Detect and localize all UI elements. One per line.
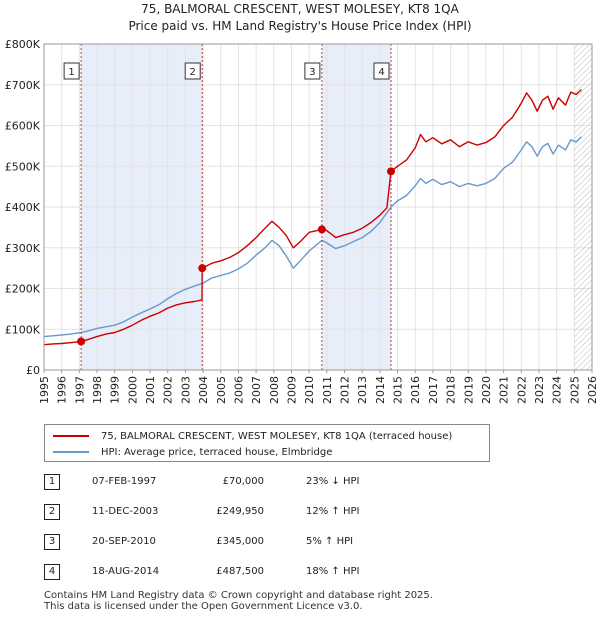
plot-frame: [43, 43, 593, 371]
transaction-dot: [77, 337, 86, 346]
future-region: [574, 44, 592, 370]
footer: Contains HM Land Registry data © Crown c…: [44, 590, 433, 612]
series-lines: [43, 89, 582, 346]
transaction-price: £487,500: [216, 566, 264, 577]
x-tick-label: 1997: [73, 376, 86, 404]
y-tick-label: £400K: [5, 201, 41, 214]
legend-label-hpi: HPI: Average price, terraced house, Elmb…: [101, 446, 333, 458]
x-tick-label: 2009: [285, 376, 298, 404]
x-tick-label: 2006: [232, 376, 245, 404]
x-tick-label: 2019: [462, 376, 475, 404]
legend-label-property: 75, BALMORAL CRESCENT, WEST MOLESEY, KT8…: [101, 430, 453, 442]
legend-item-hpi: HPI: Average price, terraced house, Elmb…: [53, 445, 332, 459]
chart-subtitle: Price paid vs. HM Land Registry's House …: [128, 19, 471, 33]
x-tick-label: 2002: [162, 376, 175, 404]
x-tick-label: 2007: [250, 376, 263, 404]
x-tick-label: 2026: [586, 376, 599, 404]
table-row: 4 18-AUG-2014 £487,500 18% ↑ HPI: [44, 564, 564, 582]
marker-label: 4: [378, 67, 384, 78]
x-tick-label: 2015: [392, 376, 405, 404]
marker-label: 1: [68, 67, 74, 78]
transaction-number: 4: [44, 564, 60, 580]
x-tick-label: 2017: [427, 376, 440, 404]
x-tick-label: 2008: [268, 376, 281, 404]
y-tick-label: £200K: [5, 283, 41, 296]
transaction-hpi-diff: 5% ↑ HPI: [306, 536, 354, 547]
hpi-line: [43, 136, 582, 338]
y-tick-label: £500K: [5, 160, 41, 173]
x-tick-label: 2004: [197, 376, 210, 404]
marker-label-box: [63, 62, 80, 80]
property-price-line: [43, 89, 582, 346]
x-tick-label: 2021: [498, 376, 511, 404]
transaction-date: 11-DEC-2003: [92, 506, 159, 517]
y-tick-label: £600K: [5, 120, 41, 133]
x-tick-label: 2016: [409, 376, 422, 404]
transaction-number: 2: [44, 504, 60, 520]
transaction-dot: [198, 264, 207, 273]
transaction-number: 3: [44, 534, 60, 550]
transaction-dot: [387, 167, 396, 176]
x-tick-label: 1996: [56, 376, 69, 404]
x-tick-label: 2018: [445, 376, 458, 404]
transaction-price: £345,000: [216, 536, 264, 547]
transaction-price: £70,000: [222, 476, 264, 487]
table-row: 3 20-SEP-2010 £345,000 5% ↑ HPI: [44, 534, 564, 552]
transaction-dot: [317, 225, 326, 234]
marker-label: 3: [309, 67, 315, 78]
marker-label: 2: [190, 67, 196, 78]
marker-label-box: [373, 62, 390, 80]
legend-swatch-hpi: [53, 451, 89, 453]
y-tick-label: £100K: [5, 323, 41, 336]
x-tick-label: 2020: [480, 376, 493, 404]
chart-title: 75, BALMORAL CRESCENT, WEST MOLESEY, KT8…: [141, 2, 459, 16]
footer-licence: This data is licensed under the Open Gov…: [44, 601, 363, 612]
marker-label-box: [304, 62, 321, 80]
x-tick-label: 1995: [38, 376, 51, 404]
transaction-hpi-diff: 23% ↓ HPI: [306, 476, 360, 487]
transaction-hpi-diff: 12% ↑ HPI: [306, 506, 360, 517]
x-tick-label: 1999: [109, 376, 122, 404]
transaction-date: 18-AUG-2014: [92, 566, 160, 577]
table-row: 1 07-FEB-1997 £70,000 23% ↓ HPI: [44, 474, 564, 492]
y-tick-label: £700K: [5, 79, 41, 92]
legend: 75, BALMORAL CRESCENT, WEST MOLESEY, KT8…: [44, 424, 490, 462]
x-tick-label: 2001: [144, 376, 157, 404]
x-tick-label: 2012: [339, 376, 352, 404]
marker-label-box: [184, 62, 201, 80]
transaction-date: 20-SEP-2010: [92, 536, 156, 547]
transaction-hpi-diff: 18% ↑ HPI: [306, 566, 360, 577]
x-tick-label: 2024: [551, 376, 564, 404]
x-tick-label: 2000: [126, 376, 139, 404]
transaction-markers: 1 2 3 4: [63, 62, 396, 346]
x-tick-label: 2005: [215, 376, 228, 404]
x-tick-label: 2022: [515, 376, 528, 404]
x-tick-label: 2011: [321, 376, 334, 404]
x-tick-label: 2014: [374, 376, 387, 404]
legend-item-property: 75, BALMORAL CRESCENT, WEST MOLESEY, KT8…: [53, 429, 452, 443]
x-tick-label: 2013: [356, 376, 369, 404]
transaction-number: 1: [44, 474, 60, 490]
axes: £0 £100K £200K £300K £400K £500K £600K £700K £80…: [5, 38, 599, 404]
x-tick-label: 1998: [91, 376, 104, 404]
y-tick-label: £300K: [5, 242, 41, 255]
transaction-date: 07-FEB-1997: [92, 476, 157, 487]
table-row: 2 11-DEC-2003 £249,950 12% ↑ HPI: [44, 504, 564, 522]
footer-copyright: Contains HM Land Registry data © Crown c…: [44, 590, 433, 601]
x-tick-label: 2023: [533, 376, 546, 404]
y-tick-label: £800K: [5, 38, 41, 51]
x-tick-label: 2003: [179, 376, 192, 404]
price-chart: 75, BALMORAL CRESCENT, WEST MOLESEY, KT8…: [5, 2, 599, 404]
transaction-price: £249,950: [216, 506, 264, 517]
legend-swatch-property: [53, 435, 89, 437]
x-tick-label: 2025: [568, 376, 581, 404]
future-hatch: [574, 44, 592, 370]
x-tick-label: 2010: [303, 376, 316, 404]
y-tick-label: £0: [26, 364, 40, 377]
